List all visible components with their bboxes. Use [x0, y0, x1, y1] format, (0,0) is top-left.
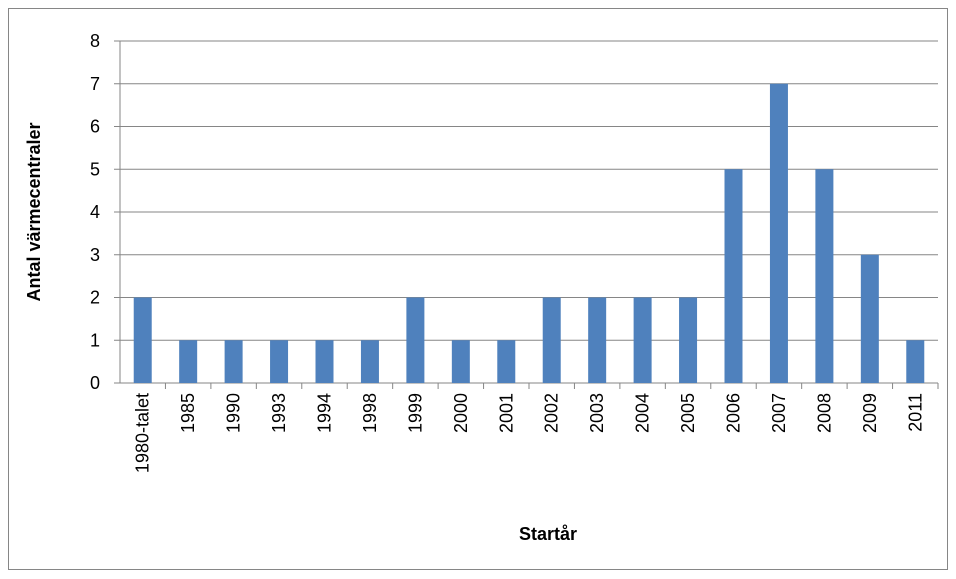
bar — [179, 340, 198, 383]
x-tick-label: 1994 — [315, 393, 335, 433]
y-tick-label: 2 — [90, 288, 100, 308]
bar — [633, 297, 652, 383]
y-tick-label: 8 — [90, 31, 100, 51]
y-tick-label: 5 — [90, 159, 100, 179]
bar — [451, 340, 470, 383]
bar — [542, 297, 561, 383]
y-tick-label: 1 — [90, 330, 100, 350]
bar — [315, 340, 334, 383]
bar — [270, 340, 289, 383]
x-tick-label: 2004 — [633, 393, 653, 433]
chart-frame — [8, 8, 948, 570]
x-tick-label: 1980-talet — [133, 393, 153, 473]
x-tick-label: 1999 — [405, 393, 425, 433]
bar — [815, 169, 834, 383]
y-tick-label: 3 — [90, 245, 100, 265]
x-tick-label: 2003 — [587, 393, 607, 433]
x-tick-label: 2002 — [542, 393, 562, 433]
x-tick-label: 2009 — [860, 393, 880, 433]
x-tick-label: 1998 — [360, 393, 380, 433]
y-tick-label: 0 — [90, 373, 100, 393]
bar — [406, 297, 425, 383]
x-tick-label: 1985 — [178, 393, 198, 433]
x-axis-label: Startår — [519, 524, 577, 544]
bar — [769, 83, 788, 383]
x-tick-label: 2005 — [678, 393, 698, 433]
x-tick-label: 2000 — [451, 393, 471, 433]
bar — [679, 297, 698, 383]
y-axis-label: Antal värmecentraler — [24, 122, 44, 301]
bar — [133, 297, 152, 383]
x-tick-label: 1990 — [224, 393, 244, 433]
x-tick-label: 1993 — [269, 393, 289, 433]
y-tick-label: 7 — [90, 74, 100, 94]
y-tick-label: 6 — [90, 117, 100, 137]
y-tick-label: 4 — [90, 202, 100, 222]
x-tick-label: 2006 — [724, 393, 744, 433]
bar — [860, 254, 879, 383]
x-tick-label: 2001 — [496, 393, 516, 433]
bar — [588, 297, 607, 383]
bar — [360, 340, 379, 383]
bar — [906, 340, 925, 383]
bar — [724, 169, 743, 383]
x-tick-label: 2011 — [905, 393, 925, 432]
x-tick-label: 2007 — [769, 393, 789, 433]
bar — [224, 340, 243, 383]
bar — [497, 340, 516, 383]
x-tick-label: 2008 — [814, 393, 834, 433]
